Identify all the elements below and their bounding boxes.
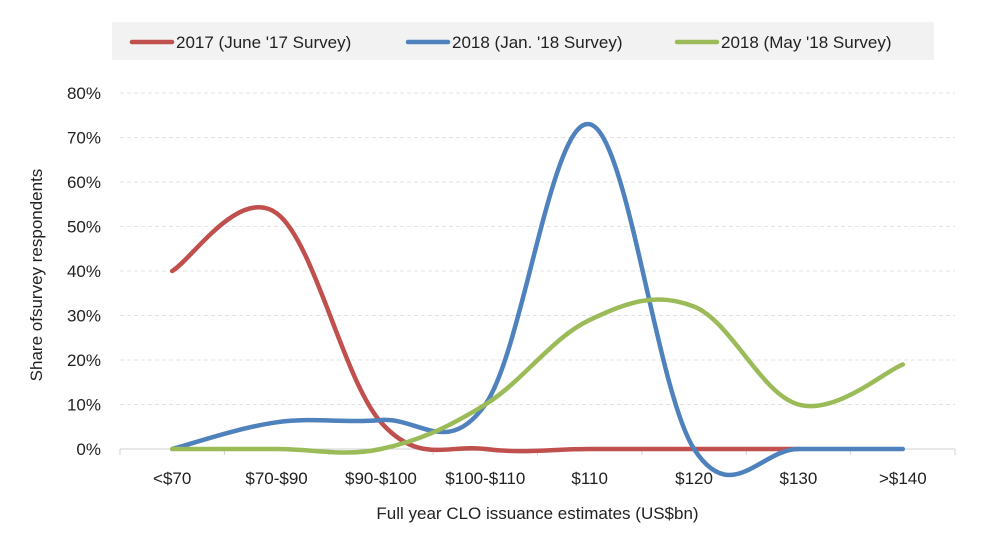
- x-axis-ticks: <$70 $70-$90 $90-$100 $100-$110 $110 $120 $130…: [119, 449, 956, 488]
- y-tick-label: 20%: [67, 351, 101, 370]
- y-tick-label: 40%: [67, 262, 101, 281]
- x-tick-label: >$140: [879, 469, 927, 488]
- y-tick-label: 30%: [67, 307, 101, 326]
- legend: 2017 (June '17 Survey) 2018 (Jan. '18 Sur…: [112, 22, 934, 60]
- x-tick-label: $90-$100: [345, 469, 417, 488]
- y-tick-label: 10%: [67, 396, 101, 415]
- x-tick-label: $120: [675, 469, 713, 488]
- y-tick-label: 80%: [67, 84, 101, 103]
- y-axis-ticks: 0% 10% 20% 30% 40% 50% 60% 70% 80%: [67, 84, 101, 459]
- legend-label-1: 2017 (June '17 Survey): [176, 33, 351, 52]
- series-group: [169, 121, 906, 478]
- legend-label-3: 2018 (May '18 Survey): [721, 33, 892, 52]
- x-axis-title: Full year CLO issuance estimates (US$bn): [376, 504, 698, 523]
- y-tick-label: 70%: [67, 129, 101, 148]
- x-tick-label: $110: [571, 469, 608, 488]
- legend-label-2: 2018 (Jan. '18 Survey): [452, 33, 623, 52]
- x-tick-label: <$70: [153, 469, 191, 488]
- x-tick-label: $130: [780, 469, 818, 488]
- series-line-3: [169, 297, 906, 455]
- series-line-1: [169, 204, 801, 454]
- legend-box: [112, 22, 934, 60]
- y-tick-label: 50%: [67, 218, 101, 237]
- x-tick-label: $70-$90: [245, 469, 307, 488]
- y-axis-title: Share ofsurvey respondents: [27, 169, 46, 382]
- y-tick-label: 0%: [76, 440, 101, 459]
- series-line-2: [169, 121, 906, 478]
- x-tick-label: $100-$110: [445, 469, 525, 488]
- y-tick-label: 60%: [67, 173, 101, 192]
- gridlines: [120, 92, 955, 450]
